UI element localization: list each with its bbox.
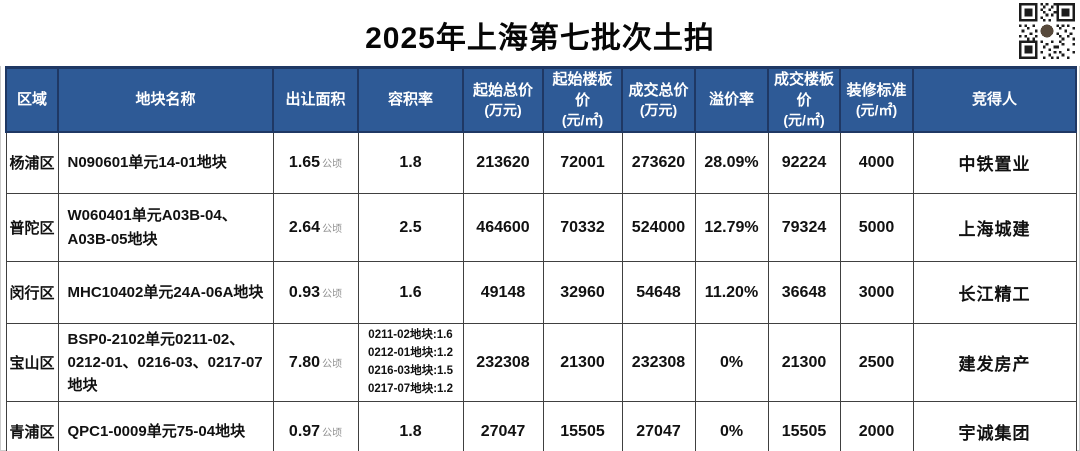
cell-area: 7.80 公顷 (272, 323, 359, 403)
cell-decoration: 3000 (839, 261, 914, 325)
area-unit-label: 公顷 (322, 358, 343, 370)
cell-area: 1.65 公顷 (272, 131, 359, 195)
cell-premium: 12.79% (694, 193, 769, 263)
column-header-area: 出让面积 (272, 65, 359, 133)
title-bar: 2025年上海第七批次土拍 (0, 0, 1080, 66)
cell-deal-total: 524000 (621, 193, 696, 263)
cell-region: 杨浦区 (5, 131, 59, 195)
cell-plot-name: N090601单元14-01地块 (57, 131, 274, 195)
cell-winner: 宇诚集团 (912, 401, 1077, 451)
cell-deal-floor: 15505 (767, 401, 841, 451)
column-header-winner: 竞得人 (912, 65, 1077, 133)
cell-far: 0211-02地块:1.6 0212-01地块:1.2 0216-03地块:1.… (357, 323, 464, 403)
column-header-premium: 溢价率 (694, 65, 769, 133)
page-title: 2025年上海第七批次土拍 (365, 22, 715, 55)
cell-start-floor: 32960 (542, 261, 623, 325)
cell-far: 1.8 (357, 131, 464, 195)
cell-region: 闵行区 (5, 261, 59, 325)
qr-code-icon (1019, 3, 1075, 59)
area-unit-label: 公顷 (322, 288, 343, 300)
cell-area: 2.64 公顷 (272, 193, 359, 263)
cell-premium: 0% (694, 323, 769, 403)
cell-deal-total: 273620 (621, 131, 696, 195)
cell-deal-floor: 79324 (767, 193, 841, 263)
cell-plot-name: BSP0-2102单元0211-02、0212-01、0216-03、0217-… (57, 323, 274, 403)
cell-premium: 11.20% (694, 261, 769, 325)
cell-start-total: 213620 (462, 131, 544, 195)
column-header-start-total: 起始总价 (万元) (462, 65, 544, 133)
table-row: 普陀区 W060401单元A03B-04、A03B-05地块 2.64 公顷 2.… (5, 193, 1077, 263)
cell-winner: 中铁置业 (912, 131, 1077, 195)
cell-region: 普陀区 (5, 193, 59, 263)
cell-region: 宝山区 (5, 323, 59, 403)
cell-start-total: 232308 (462, 323, 544, 403)
cell-start-floor: 72001 (542, 131, 623, 195)
cell-start-total: 27047 (462, 401, 544, 451)
column-header-start-floor: 起始楼板价 (元/㎡) (542, 65, 623, 133)
cell-premium: 28.09% (694, 131, 769, 195)
cell-area: 0.93 公顷 (272, 261, 359, 325)
table-row: 宝山区 BSP0-2102单元0211-02、0212-01、0216-03、0… (5, 323, 1077, 403)
cell-deal-total: 232308 (621, 323, 696, 403)
column-header-plot-name: 地块名称 (57, 65, 274, 133)
cell-deal-total: 27047 (621, 401, 696, 451)
area-unit-label: 公顷 (322, 223, 343, 235)
cell-start-total: 49148 (462, 261, 544, 325)
column-header-deal-floor: 成交楼板价 (元/㎡) (767, 65, 841, 133)
cell-deal-floor: 21300 (767, 323, 841, 403)
cell-start-total: 464600 (462, 193, 544, 263)
cell-far: 1.6 (357, 261, 464, 325)
cell-region: 青浦区 (5, 401, 59, 451)
column-header-region: 区域 (5, 65, 59, 133)
cell-decoration: 4000 (839, 131, 914, 195)
cell-deal-total: 54648 (621, 261, 696, 325)
column-header-deal-total: 成交总价 (万元) (621, 65, 696, 133)
area-unit-label: 公顷 (322, 158, 343, 170)
cell-decoration: 2500 (839, 323, 914, 403)
cell-area: 0.97 公顷 (272, 401, 359, 451)
cell-plot-name: MHC10402单元24A-06A地块 (57, 261, 274, 325)
cell-decoration: 2000 (839, 401, 914, 451)
table-row: 闵行区 MHC10402单元24A-06A地块 0.93 公顷 1.6 49148… (5, 261, 1077, 325)
cell-start-floor: 15505 (542, 401, 623, 451)
table-row: 青浦区 QPC1-0009单元75-04地块 0.97 公顷 1.8 27047 … (5, 401, 1077, 451)
header-row: 区域 地块名称 出让面积 容积率 起始总价 (万元) 起始楼板价 (元/㎡) 成交总… (5, 65, 1077, 133)
land-auction-table: 区域 地块名称 出让面积 容积率 起始总价 (万元) 起始楼板价 (元/㎡) 成交总… (5, 65, 1077, 451)
cell-deal-floor: 36648 (767, 261, 841, 325)
table-row: 杨浦区 N090601单元14-01地块 1.65 公顷 1.8 213620 7… (5, 131, 1077, 195)
column-header-far: 容积率 (357, 65, 464, 133)
cell-far: 2.5 (357, 193, 464, 263)
cell-far: 1.8 (357, 401, 464, 451)
cell-decoration: 5000 (839, 193, 914, 263)
cell-deal-floor: 92224 (767, 131, 841, 195)
cell-premium: 0% (694, 401, 769, 451)
cell-start-floor: 70332 (542, 193, 623, 263)
cell-plot-name: QPC1-0009单元75-04地块 (57, 401, 274, 451)
cell-start-floor: 21300 (542, 323, 623, 403)
area-unit-label: 公顷 (322, 427, 343, 439)
column-header-decoration: 装修标准 (元/㎡) (839, 65, 914, 133)
cell-winner: 建发房产 (912, 323, 1077, 403)
cell-winner: 上海城建 (912, 193, 1077, 263)
cell-winner: 长江精工 (912, 261, 1077, 325)
cell-plot-name: W060401单元A03B-04、A03B-05地块 (57, 193, 274, 263)
